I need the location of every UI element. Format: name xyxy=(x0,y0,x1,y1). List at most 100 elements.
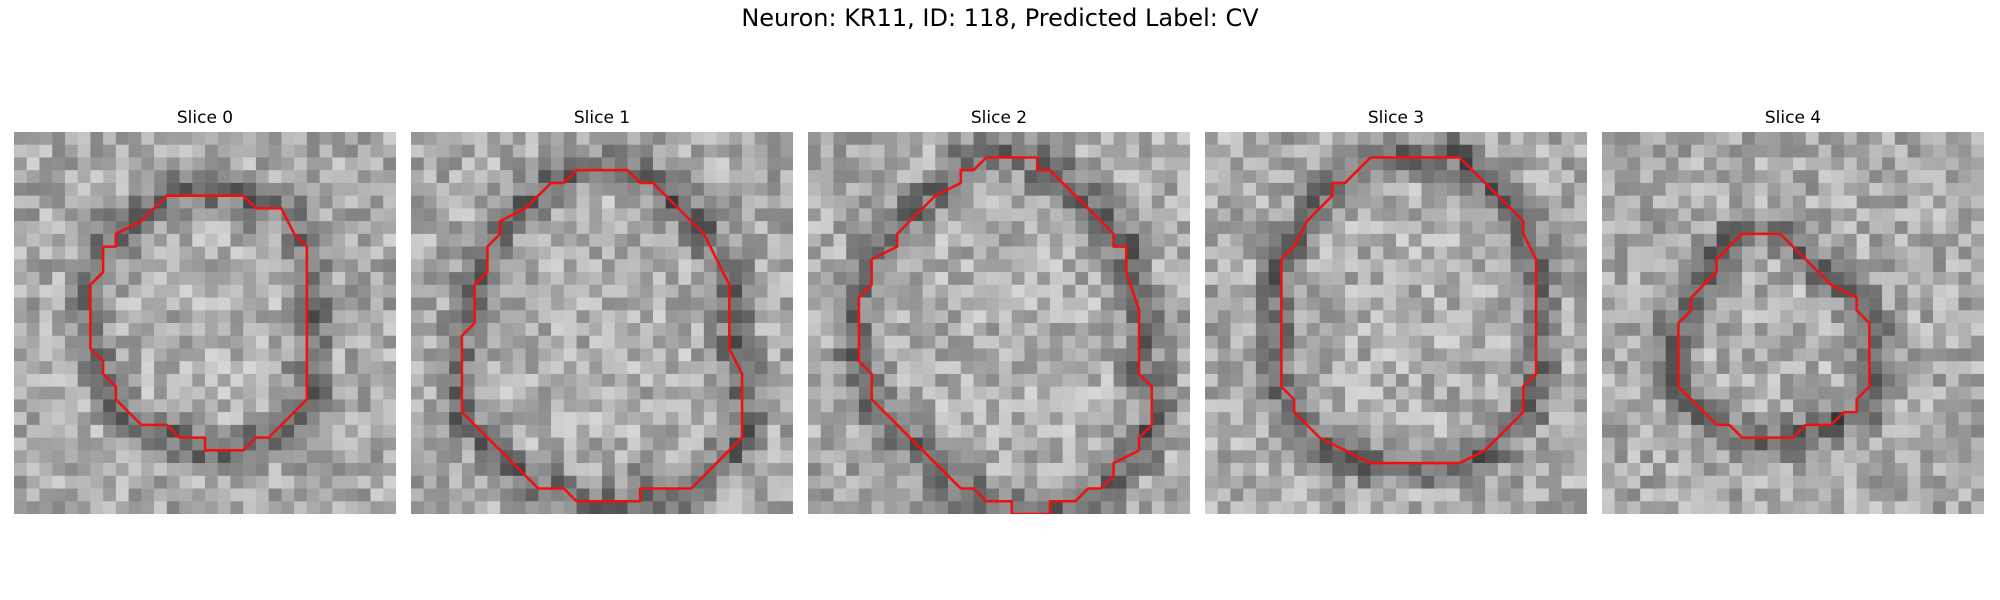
slice-1-pixel xyxy=(475,336,488,349)
slice-1-pixel xyxy=(691,374,704,387)
slice-0-pixel xyxy=(52,438,65,451)
slice-3-pixel xyxy=(1549,183,1562,196)
slice-2-pixel xyxy=(897,272,910,285)
slice-2-pixel xyxy=(1075,234,1088,247)
slice-1-pixel xyxy=(717,501,730,514)
slice-0-pixel xyxy=(192,336,205,349)
slice-3-pixel xyxy=(1269,323,1282,336)
slice-0-pixel xyxy=(243,310,256,323)
slice-1-pixel xyxy=(640,196,653,209)
slice-1-pixel xyxy=(768,361,781,374)
slice-3-pixel xyxy=(1294,157,1307,170)
slice-0-pixel xyxy=(256,310,269,323)
slice-1-pixel xyxy=(717,285,730,298)
slice-0-pixel xyxy=(192,412,205,425)
slice-0-pixel xyxy=(103,387,116,400)
slice-3-pixel xyxy=(1320,310,1333,323)
slice-3-pixel xyxy=(1574,310,1587,323)
slice-2-pixel xyxy=(897,374,910,387)
slice-0-pixel xyxy=(320,323,333,336)
slice-1-pixel xyxy=(627,183,640,196)
slice-2-pixel xyxy=(859,221,872,234)
slice-0-pixel xyxy=(307,501,320,514)
slice-1-pixel xyxy=(615,145,628,158)
slice-4-pixel xyxy=(1908,259,1921,272)
slice-1-pixel xyxy=(742,438,755,451)
slice-3-pixel xyxy=(1434,208,1447,221)
slice-1-pixel xyxy=(717,323,730,336)
slice-0-pixel xyxy=(180,298,193,311)
slice-1-pixel xyxy=(729,374,742,387)
slice-3-pixel xyxy=(1256,412,1269,425)
slice-0-pixel xyxy=(383,247,396,260)
slice-1-pixel xyxy=(627,361,640,374)
slice-1-pixel xyxy=(678,145,691,158)
slice-4-pixel xyxy=(1640,157,1653,170)
slice-4-pixel xyxy=(1729,387,1742,400)
slice-1-pixel xyxy=(513,196,526,209)
slice-2-pixel xyxy=(833,247,846,260)
slice-4-pixel xyxy=(1959,196,1972,209)
slice-1-pixel xyxy=(526,310,539,323)
slice-1-pixel xyxy=(653,450,666,463)
slice-4-pixel xyxy=(1920,323,1933,336)
slice-1-pixel xyxy=(513,412,526,425)
slice-4-pixel xyxy=(1704,374,1717,387)
slice-1-pixel xyxy=(729,259,742,272)
slice-4-pixel xyxy=(1653,438,1666,451)
slice-4-pixel xyxy=(1857,323,1870,336)
slice-2-pixel xyxy=(1012,374,1025,387)
slice-0-pixel xyxy=(281,234,294,247)
slice-4-pixel xyxy=(1844,425,1857,438)
slice-3-pixel xyxy=(1447,272,1460,285)
slice-1-pixel xyxy=(627,399,640,412)
slice-1-pixel xyxy=(538,298,551,311)
slice-4-pixel xyxy=(1959,489,1972,502)
slice-4-pixel xyxy=(1615,234,1628,247)
slice-2-pixel xyxy=(1177,463,1190,476)
slice-4-pixel xyxy=(1857,412,1870,425)
slice-0-pixel xyxy=(192,387,205,400)
slice-1-pixel xyxy=(564,247,577,260)
slice-1-pixel xyxy=(615,412,628,425)
slice-3-pixel xyxy=(1485,208,1498,221)
slice-1-pixel xyxy=(768,476,781,489)
slice-1-pixel xyxy=(602,476,615,489)
slice-4-pixel xyxy=(1933,310,1946,323)
slice-4-pixel xyxy=(1869,450,1882,463)
slice-2-pixel xyxy=(1012,285,1025,298)
slice-4-pixel xyxy=(1882,374,1895,387)
slice-1-pixel xyxy=(526,425,539,438)
slice-0-pixel xyxy=(358,374,371,387)
slice-3-pixel xyxy=(1396,374,1409,387)
slice-2-pixel xyxy=(1075,298,1088,311)
slice-3-pixel xyxy=(1409,438,1422,451)
slice-2-pixel xyxy=(1114,438,1127,451)
slice-0-pixel xyxy=(90,132,103,145)
slice-4-pixel xyxy=(1653,259,1666,272)
slice-0-pixel xyxy=(320,476,333,489)
slice-2-pixel xyxy=(821,170,834,183)
slice-4-pixel xyxy=(1717,374,1730,387)
slice-2-pixel xyxy=(1037,336,1050,349)
slice-2-pixel xyxy=(986,298,999,311)
slice-1-pixel xyxy=(653,234,666,247)
slice-1-pixel xyxy=(653,310,666,323)
slice-1-pixel xyxy=(640,157,653,170)
slice-3-pixel xyxy=(1536,412,1549,425)
slice-0-pixel xyxy=(371,221,384,234)
slice-4-pixel xyxy=(1908,450,1921,463)
slice-3-pixel xyxy=(1421,425,1434,438)
slice-1-pixel xyxy=(449,450,462,463)
slice-2-pixel xyxy=(923,234,936,247)
slice-0-pixel xyxy=(141,438,154,451)
slice-1-pixel xyxy=(780,412,793,425)
slice-3-pixel xyxy=(1562,183,1575,196)
slice-3-pixel xyxy=(1281,221,1294,234)
slice-3-pixel xyxy=(1294,310,1307,323)
slice-1-pixel xyxy=(538,463,551,476)
slice-2-pixel xyxy=(821,145,834,158)
slice-0-pixel xyxy=(65,425,78,438)
slice-4-pixel xyxy=(1704,387,1717,400)
slice-2-pixel xyxy=(1177,489,1190,502)
